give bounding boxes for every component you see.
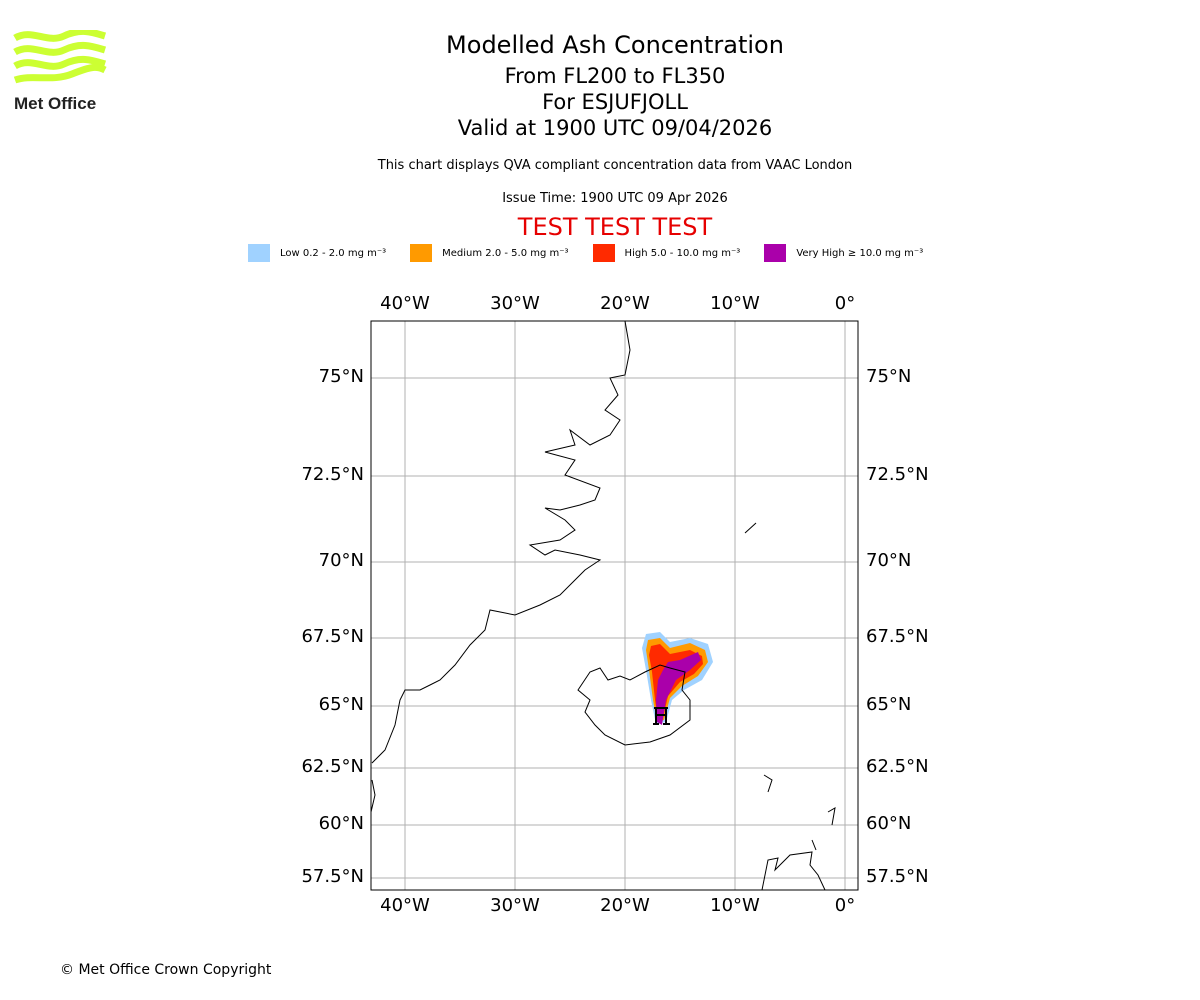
legend: Low 0.2 - 2.0 mg m⁻³ Medium 2.0 - 5.0 mg … xyxy=(248,244,947,262)
legend-label: Medium 2.0 - 5.0 mg m⁻³ xyxy=(442,247,569,259)
lon-label: 20°W xyxy=(600,293,650,314)
lat-label: 70°N xyxy=(318,550,364,571)
legend-swatch xyxy=(248,244,270,262)
lat-label: 65°N xyxy=(866,694,912,715)
lat-label: 62.5°N xyxy=(866,756,929,777)
iceland-coast xyxy=(577,664,691,746)
scotland-coast xyxy=(761,851,826,891)
flight-levels: From FL200 to FL350 xyxy=(504,64,726,88)
lat-label: 67.5°N xyxy=(866,626,929,647)
svg-text:Met Office: Met Office xyxy=(14,94,96,112)
greenland-coast xyxy=(370,320,631,813)
map-frame xyxy=(370,320,859,891)
legend-item: High 5.0 - 10.0 mg m⁻³ xyxy=(592,244,741,262)
lat-label: 60°N xyxy=(318,813,364,834)
lon-label: 10°W xyxy=(710,895,760,916)
faroe-islands xyxy=(763,774,773,793)
legend-item: Low 0.2 - 2.0 mg m⁻³ xyxy=(248,244,386,262)
lon-label: 0° xyxy=(834,293,856,314)
lon-label: 20°W xyxy=(600,895,650,916)
ash-very-high xyxy=(656,652,701,725)
shetland xyxy=(811,807,836,851)
met-office-logo: Met Office xyxy=(13,30,107,112)
description: This chart displays QVA compliant concen… xyxy=(377,158,853,173)
lat-label: 72.5°N xyxy=(866,464,929,485)
lon-label: 30°W xyxy=(490,895,540,916)
legend-label: High 5.0 - 10.0 mg m⁻³ xyxy=(624,247,741,259)
legend-swatch xyxy=(764,244,787,262)
jan-mayen xyxy=(744,522,757,534)
lat-label: 62.5°N xyxy=(301,756,364,777)
lat-label: 57.5°N xyxy=(866,866,929,887)
lat-label: 75°N xyxy=(866,366,912,387)
chart-title: Modelled Ash Concentration xyxy=(446,31,784,59)
coastlines xyxy=(370,320,836,891)
valid-time: Valid at 1900 UTC 09/04/2026 xyxy=(457,116,773,140)
legend-item: Medium 2.0 - 5.0 mg m⁻³ xyxy=(410,244,569,262)
lon-label: 10°W xyxy=(710,293,760,314)
ash-plume xyxy=(642,632,713,725)
lon-label: 40°W xyxy=(380,293,430,314)
lat-label: 65°N xyxy=(318,694,364,715)
lat-label: 70°N xyxy=(866,550,912,571)
volcano-marker xyxy=(653,707,670,725)
lon-label: 30°W xyxy=(490,293,540,314)
lat-label: 75°N xyxy=(318,366,364,387)
lon-label: 0° xyxy=(834,895,856,916)
test-banner: TEST TEST TEST xyxy=(517,213,713,241)
issue-time: Issue Time: 1900 UTC 09 Apr 2026 xyxy=(502,191,728,206)
copyright: © Met Office Crown Copyright xyxy=(60,962,272,978)
lat-label: 72.5°N xyxy=(301,464,364,485)
lat-label: 67.5°N xyxy=(301,626,364,647)
legend-label: Very High ≥ 10.0 mg m⁻³ xyxy=(796,247,924,259)
legend-label: Low 0.2 - 2.0 mg m⁻³ xyxy=(280,247,387,259)
lat-label: 57.5°N xyxy=(301,866,364,887)
legend-item: Very High ≥ 10.0 mg m⁻³ xyxy=(764,244,923,262)
legend-swatch xyxy=(410,244,433,262)
lon-label: 40°W xyxy=(380,895,430,916)
legend-swatch xyxy=(592,244,615,262)
volcano-name: For ESJUFJOLL xyxy=(542,90,688,114)
lat-label: 60°N xyxy=(866,813,912,834)
